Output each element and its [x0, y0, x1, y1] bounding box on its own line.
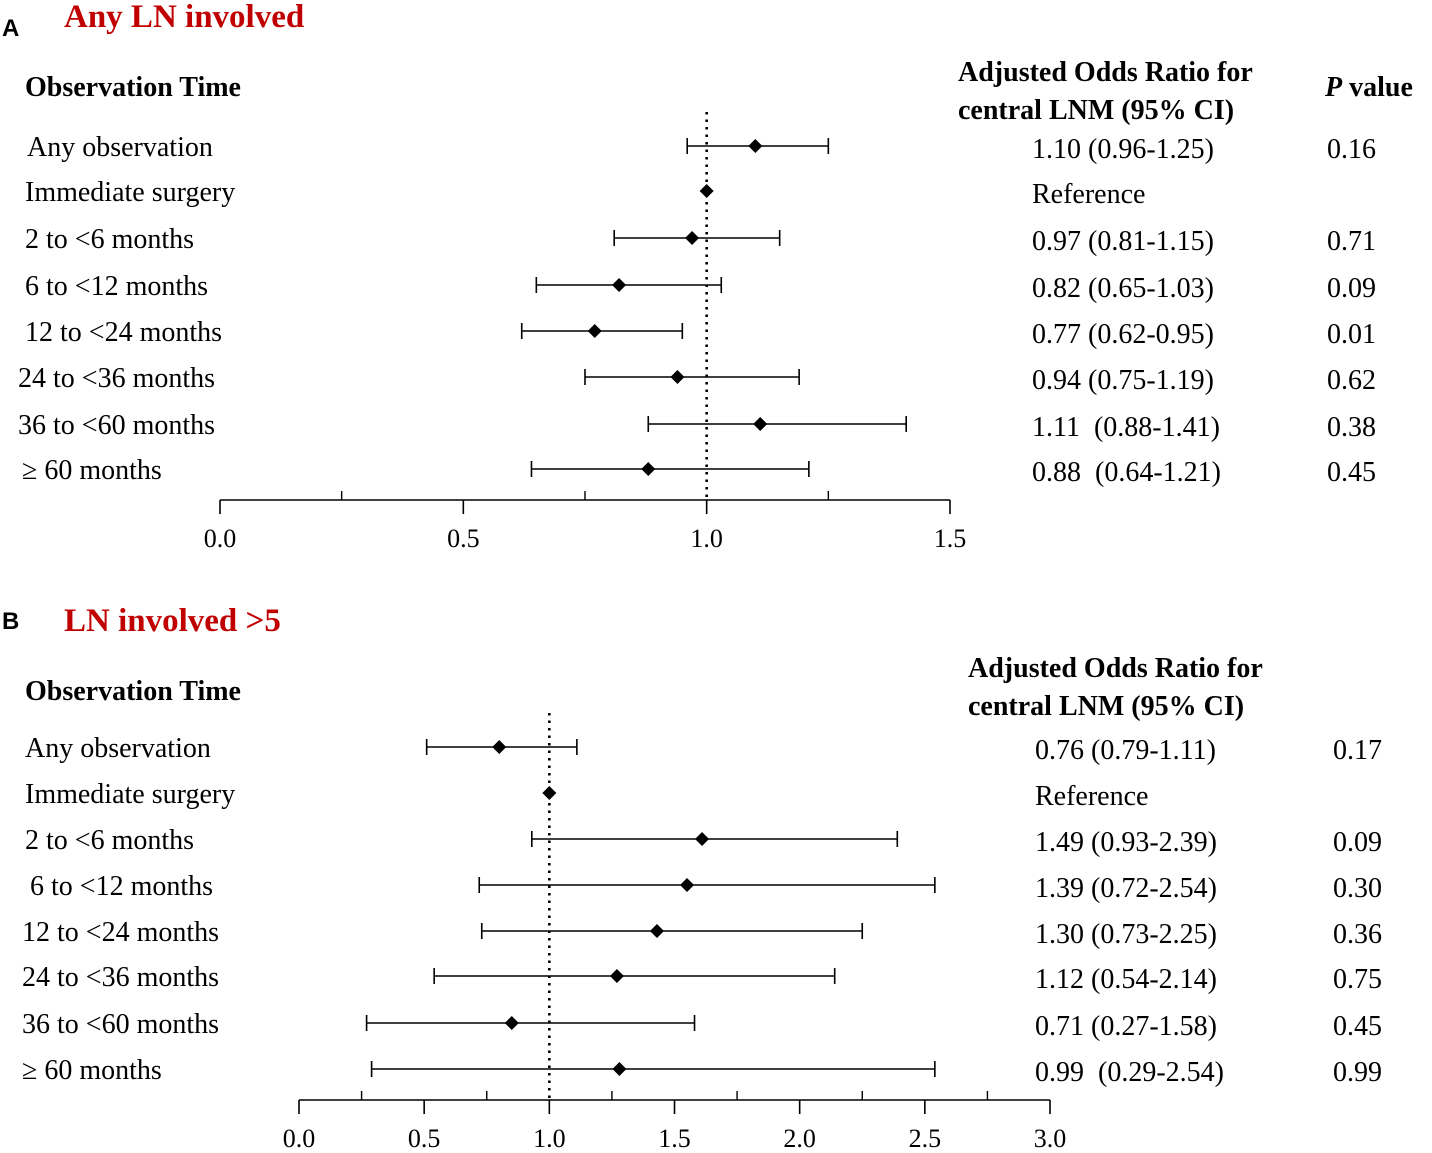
panel-a-row-label: 12 to <24 months [25, 317, 222, 348]
panel-b-point-estimate [649, 924, 664, 938]
panel-b-row-label: 6 to <12 months [30, 871, 213, 902]
panel-a-row-header: Observation Time [25, 72, 241, 103]
panel-b-or-header-line2: central LNM (95% CI) [968, 691, 1244, 722]
panel-a-ci-text: 0.94 (0.75-1.19) [1032, 365, 1214, 396]
panel-a-p-value: 0.62 [1327, 365, 1376, 396]
panel-b-point-estimate [492, 740, 507, 754]
panel-a-rows: Any observation 1.10 (0.96-1.25) 0.16 Immed… [18, 132, 1376, 488]
panel-b-point-estimate [680, 878, 695, 892]
panel-a-title: Any LN involved [64, 0, 304, 35]
panel-b-row-label: ≥ 60 months [22, 1055, 162, 1086]
panel-a-ci-text: Reference [1032, 179, 1145, 210]
panel-b-ci-text: 0.76 (0.79-1.11) [1035, 735, 1216, 766]
panel-b-p-value: 0.45 [1333, 1011, 1382, 1042]
panel-b-x-tick-label: 1.5 [658, 1124, 691, 1153]
panel-b-rows: Any observation 0.76 (0.79-1.11) 0.17 Immed… [22, 733, 1382, 1088]
panel-b-p-value: 0.17 [1333, 735, 1382, 766]
panel-a-row-label: 36 to <60 months [18, 410, 215, 441]
panel-a-p-value: 0.01 [1327, 319, 1376, 350]
panel-a-p-header: P value [1324, 72, 1413, 103]
panel-a-ci-text: 0.88 (0.64-1.21) [1032, 457, 1221, 488]
panel-a-or-header-line2: central LNM (95% CI) [958, 95, 1234, 126]
panel-b-p-value: 0.75 [1333, 964, 1382, 995]
panel-b-row-label: 36 to <60 months [22, 1009, 219, 1040]
panel-b-x-tick-label: 2.0 [783, 1124, 816, 1153]
panel-b-row-label: Immediate surgery [25, 779, 235, 810]
panel-b-row-label: 2 to <6 months [25, 825, 194, 856]
panel-b-title: LN involved >5 [64, 603, 281, 639]
panel-a-point-estimate [670, 370, 685, 384]
panel-b-ci-text: 1.12 (0.54-2.14) [1035, 964, 1217, 995]
panel-b-or-header-line1: Adjusted Odds Ratio for [968, 653, 1263, 684]
panel-b-x-tick-label: 0.0 [283, 1124, 316, 1153]
panel-a-ci-text: 1.11 (0.88-1.41) [1032, 412, 1220, 443]
panel-b: B LN involved >5 Observation Time Adjust… [2, 603, 1382, 1153]
panel-a-point-estimate [748, 139, 763, 153]
panel-b-row-label: Any observation [25, 733, 211, 764]
panel-a-row-label: Immediate surgery [25, 177, 235, 208]
panel-b-p-value: 0.36 [1333, 919, 1382, 950]
panel-a-x-tick-label: 1.5 [934, 524, 967, 553]
panel-a-label: A [2, 15, 19, 42]
panel-b-label: B [2, 608, 19, 635]
panel-a-ci-text: 0.77 (0.62-0.95) [1032, 319, 1214, 350]
panel-a-row-label: ≥ 60 months [22, 455, 162, 486]
panel-a: A Any LN involved Observation Time Adjus… [2, 0, 1413, 553]
panel-b-p-value: 0.09 [1333, 827, 1382, 858]
panel-a-row-label: 6 to <12 months [25, 271, 208, 302]
panel-a-x-tick-label: 0.0 [204, 524, 237, 553]
panel-a-p-header-italic: P [1324, 72, 1343, 103]
panel-b-p-value: 0.30 [1333, 873, 1382, 904]
panel-a-point-estimate [753, 417, 768, 431]
panel-b-row-label: 12 to <24 months [22, 917, 219, 948]
panel-a-p-value: 0.09 [1327, 273, 1376, 304]
panel-a-p-value: 0.38 [1327, 412, 1376, 443]
panel-b-p-value: 0.99 [1333, 1057, 1382, 1088]
panel-a-point-estimate [641, 462, 656, 476]
panel-b-ci-text: 0.99 (0.29-2.54) [1035, 1057, 1224, 1088]
panel-a-row-label: 2 to <6 months [25, 224, 194, 255]
panel-b-x-tick-label: 3.0 [1034, 1124, 1067, 1153]
panel-b-ci-text: Reference [1035, 781, 1148, 812]
panel-b-row-label: 24 to <36 months [22, 962, 219, 993]
panel-b-x-tick-label: 2.5 [909, 1124, 942, 1153]
panel-a-point-estimate [587, 324, 602, 338]
panel-b-x-tick-label: 1.0 [533, 1124, 566, 1153]
panel-b-point-estimate [612, 1062, 627, 1076]
panel-b-ci-text: 1.39 (0.72-2.54) [1035, 873, 1217, 904]
panel-a-plot-area: 0.0 0.5 1.0 1.5 [204, 112, 967, 553]
panel-b-point-estimate [695, 832, 710, 846]
panel-a-p-header-rest: value [1342, 72, 1413, 103]
panel-a-ci-text: 0.97 (0.81-1.15) [1032, 226, 1214, 257]
panel-b-ci-text: 1.49 (0.93-2.39) [1035, 827, 1217, 858]
panel-a-ci-text: 0.82 (0.65-1.03) [1032, 273, 1214, 304]
panel-a-ci-text: 1.10 (0.96-1.25) [1032, 134, 1214, 165]
panel-b-ci-text: 0.71 (0.27-1.58) [1035, 1011, 1217, 1042]
panel-b-x-tick-label: 0.5 [408, 1124, 441, 1153]
panel-a-or-header-line1: Adjusted Odds Ratio for [958, 57, 1253, 88]
panel-a-x-tick-label: 0.5 [447, 524, 480, 553]
panel-a-row-label: 24 to <36 months [18, 363, 215, 394]
panel-b-row-header: Observation Time [25, 676, 241, 707]
panel-a-p-value: 0.71 [1327, 226, 1376, 257]
panel-b-plot-area: 0.0 0.5 1.0 1.5 2.0 2.5 3.0 [283, 713, 1067, 1153]
panel-a-point-estimate [699, 184, 714, 198]
panel-a-row-label: Any observation [27, 132, 213, 163]
panel-b-ci-text: 1.30 (0.73-2.25) [1035, 919, 1217, 950]
panel-b-point-estimate [504, 1016, 519, 1030]
panel-a-p-value: 0.16 [1327, 134, 1376, 165]
panel-b-point-estimate [542, 786, 557, 800]
panel-a-point-estimate [685, 231, 700, 245]
panel-a-point-estimate [612, 278, 627, 292]
panel-a-p-value: 0.45 [1327, 457, 1376, 488]
panel-a-x-tick-label: 1.0 [690, 524, 723, 553]
panel-b-point-estimate [609, 969, 624, 983]
